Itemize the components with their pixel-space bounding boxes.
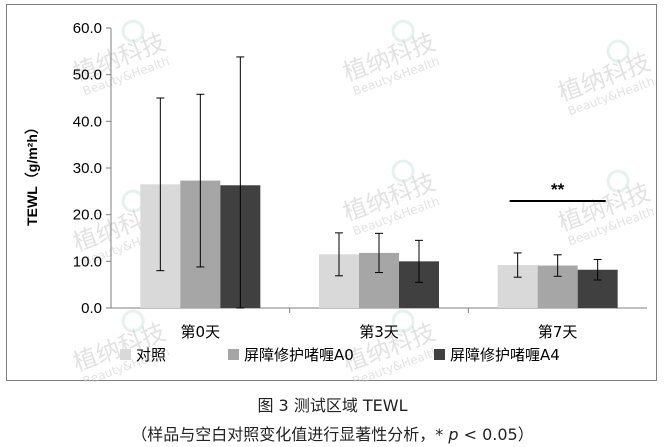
caption-note-p: p bbox=[448, 425, 459, 444]
caption-note-prefix: （样品与空白对照变化值进行显著性分析，* bbox=[131, 425, 449, 444]
watermark-flower-icon bbox=[121, 309, 145, 333]
watermark-flower-icon bbox=[391, 19, 415, 43]
figure-caption-title: 图 3 测试区域 TEWL bbox=[257, 396, 408, 415]
x-tick-label: 第3天 bbox=[359, 323, 399, 341]
legend-label: 对照 bbox=[136, 346, 166, 364]
figure-caption-note: （样品与空白对照变化值进行显著性分析，* p < 0.05） bbox=[0, 421, 665, 445]
y-tick-label: 40.0 bbox=[73, 113, 102, 130]
watermark-flower-icon bbox=[391, 309, 415, 333]
x-tick-label: 第7天 bbox=[538, 323, 578, 341]
y-axis-label: TEWL（g/m²h） bbox=[24, 120, 40, 226]
y-tick-label: 50.0 bbox=[73, 67, 102, 84]
legend-swatch bbox=[120, 349, 131, 360]
watermark-flower-icon bbox=[606, 169, 630, 193]
legend: 对照 屏障修护啫喱A0 屏障修护啫喱A4 bbox=[120, 346, 560, 364]
y-tick-label: 0.0 bbox=[81, 300, 102, 317]
significance-label: ** bbox=[551, 180, 565, 199]
watermark-flower-icon bbox=[121, 19, 145, 43]
legend-swatch bbox=[434, 349, 445, 360]
chart-frame: 植纳科技 Beauty&Health 植纳科技 Beauty&Health 植纳科技 Be… bbox=[6, 4, 657, 382]
legend-swatch bbox=[228, 349, 239, 360]
y-tick-label: 10.0 bbox=[73, 253, 102, 270]
caption-note-suffix: < 0.05） bbox=[458, 425, 534, 444]
significance-markers: ** bbox=[509, 180, 606, 202]
y-tick-label: 30.0 bbox=[73, 160, 102, 177]
error-bars bbox=[156, 56, 602, 309]
legend-label: 屏障修护啫喱A0 bbox=[244, 346, 354, 364]
x-tick-label: 第0天 bbox=[181, 323, 221, 341]
legend-label: 屏障修护啫喱A4 bbox=[450, 346, 560, 364]
y-tick-label: 60.0 bbox=[73, 20, 102, 37]
y-tick-label: 20.0 bbox=[73, 207, 102, 224]
watermark-flower-icon bbox=[606, 39, 630, 63]
watermark-flower-icon bbox=[391, 159, 415, 183]
